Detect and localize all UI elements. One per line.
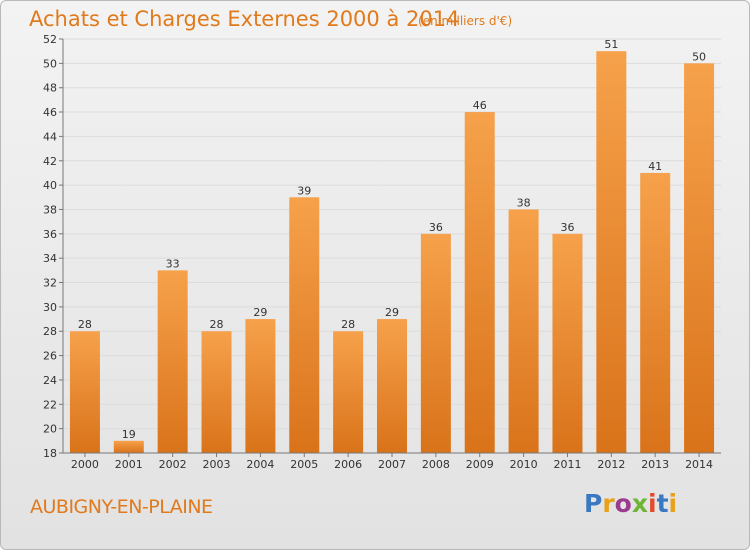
brand-logo[interactable]: Proxiti (584, 489, 677, 518)
x-tick-label-2012: 2012 (597, 458, 625, 471)
x-tick-label-2002: 2002 (159, 458, 187, 471)
y-tick-label: 40 (43, 179, 57, 192)
bar-2005 (289, 197, 320, 453)
y-tick-label: 38 (43, 203, 57, 216)
bar-2014 (684, 63, 715, 454)
x-axis: 2000 2001 2002 2003 2004 2005 2006 2007 2008 2009… (63, 452, 721, 471)
y-tick-label: 48 (43, 82, 57, 95)
y-tick-label: 44 (43, 130, 57, 143)
x-tick-label-2010: 2010 (510, 458, 538, 471)
x-tick-label-2001: 2001 (115, 458, 143, 471)
chart-title: Achats et Charges Externes 2000 à 2014 (29, 7, 460, 31)
data-label-2011: 36 (560, 221, 574, 234)
y-tick-label: 34 (43, 252, 57, 265)
y-tick-label: 30 (43, 301, 57, 314)
brand-letter: t (656, 489, 669, 518)
y-axis: 18 20 22 24 26 28 30 32 34 36 38 40 42 44 46 48 50 52 (43, 33, 64, 460)
brand-letter: P (584, 489, 603, 518)
bar-2006 (333, 331, 364, 453)
y-tick-label: 52 (43, 33, 57, 46)
data-label-2005: 39 (297, 184, 311, 197)
data-label-2001: 19 (122, 428, 136, 441)
data-label-2009: 46 (473, 99, 487, 112)
bar-2000 (69, 331, 100, 453)
bar-2010 (508, 209, 539, 453)
brand-letter: i (648, 489, 657, 518)
y-tick-label: 28 (43, 325, 57, 338)
y-tick-label: 42 (43, 155, 57, 168)
x-tick-label-2003: 2003 (203, 458, 231, 471)
x-tick-label-2005: 2005 (290, 458, 318, 471)
bar-2002 (157, 270, 188, 453)
data-label-2012: 51 (604, 38, 618, 51)
x-tick-label-2009: 2009 (466, 458, 494, 471)
data-label-2006: 28 (341, 318, 355, 331)
data-label-2014: 50 (692, 50, 706, 63)
brand-letter: i (668, 489, 678, 518)
bar-2007 (377, 319, 407, 453)
y-tick-label: 32 (43, 277, 57, 290)
data-label-2003: 28 (210, 318, 224, 331)
x-tick-label-2004: 2004 (246, 458, 274, 471)
data-label-2010: 38 (517, 196, 531, 209)
bars: 28 19 33 28 29 39 28 29 36 46 38 36 51 41 50 (69, 38, 715, 454)
bar-2012 (596, 51, 627, 453)
x-tick-label-2013: 2013 (641, 458, 669, 471)
data-label-2007: 29 (385, 306, 399, 319)
y-tick-label: 26 (43, 350, 57, 363)
x-tick-label-2007: 2007 (378, 458, 406, 471)
y-tick-label: 46 (43, 106, 57, 119)
bar-2009 (464, 112, 495, 453)
bar-2011 (552, 233, 583, 453)
y-tick-label: 50 (43, 57, 57, 70)
y-tick-label: 18 (43, 447, 57, 460)
x-tick-label-2011: 2011 (553, 458, 581, 471)
y-tick-label: 22 (43, 398, 57, 411)
y-tick-label: 36 (43, 228, 57, 241)
y-tick-label: 20 (43, 423, 57, 436)
x-tick-label-2000: 2000 (71, 458, 99, 471)
bar-2004 (245, 319, 276, 453)
data-label-2004: 29 (253, 306, 267, 319)
data-label-2000: 28 (78, 318, 92, 331)
x-tick-label-2014: 2014 (685, 458, 713, 471)
data-label-2002: 33 (166, 257, 180, 270)
commune-name: AUBIGNY-EN-PLAINE (30, 496, 213, 518)
brand-letter: r (602, 489, 615, 518)
brand-letter: x (631, 489, 648, 518)
brand-letter: o (614, 489, 632, 518)
bar-2003 (201, 331, 232, 453)
bar-2008 (420, 233, 451, 453)
bar-2013 (640, 172, 671, 454)
x-tick-label-2006: 2006 (334, 458, 362, 471)
x-tick-label-2008: 2008 (422, 458, 450, 471)
y-tick-label: 24 (43, 374, 57, 387)
data-label-2008: 36 (429, 221, 443, 234)
data-label-2013: 41 (648, 160, 662, 173)
bar-2001 (113, 440, 144, 453)
chart-subtitle: (en milliers d'€) (418, 14, 513, 28)
